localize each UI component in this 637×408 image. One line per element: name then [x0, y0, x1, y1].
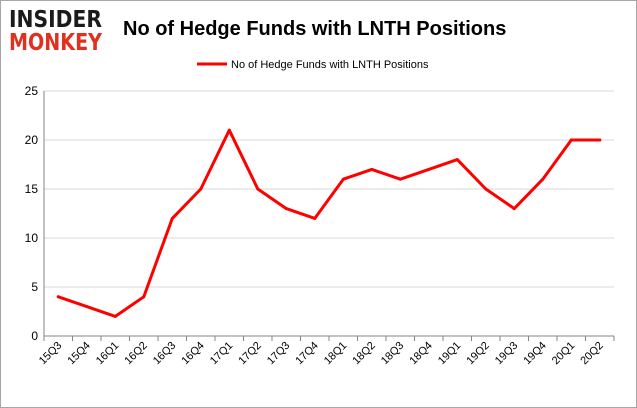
plot-area — [56, 128, 602, 318]
data-point — [541, 177, 545, 181]
y-tick-label: 20 — [25, 133, 39, 147]
axes — [43, 91, 615, 341]
chart-title: No of Hedge Funds with LNTH Positions — [123, 18, 506, 40]
data-point — [455, 158, 459, 162]
y-tick-label: 10 — [25, 231, 39, 245]
y-tick-label: 0 — [31, 329, 38, 343]
data-point — [484, 187, 488, 191]
y-tick-labels: 0 5 10 15 20 25 — [25, 84, 39, 343]
logo: INSIDER MONKEY — [9, 7, 102, 56]
data-point — [427, 167, 431, 171]
y-tick-label: 25 — [25, 84, 39, 98]
legend-label: No of Hedge Funds with LNTH Positions — [231, 59, 429, 71]
data-point — [341, 177, 345, 181]
data-point — [598, 138, 602, 142]
y-tick-label: 15 — [25, 182, 39, 196]
logo-line2: MONKEY — [9, 30, 102, 56]
data-point — [398, 177, 402, 181]
data-point — [142, 295, 146, 299]
data-point — [56, 295, 60, 299]
data-point — [569, 138, 573, 142]
data-point — [256, 187, 260, 191]
data-point — [284, 207, 288, 211]
data-point — [370, 167, 374, 171]
data-point — [170, 216, 174, 220]
gridlines — [44, 90, 614, 288]
data-point — [512, 207, 516, 211]
data-point — [313, 216, 317, 220]
series-line — [56, 128, 602, 318]
y-tick-label: 5 — [31, 280, 38, 294]
data-point — [85, 305, 89, 309]
data-point — [227, 128, 231, 132]
data-point — [113, 314, 117, 318]
legend: No of Hedge Funds with LNTH Positions — [197, 59, 429, 71]
logo-line1: INSIDER — [9, 7, 102, 33]
data-point — [199, 187, 203, 191]
